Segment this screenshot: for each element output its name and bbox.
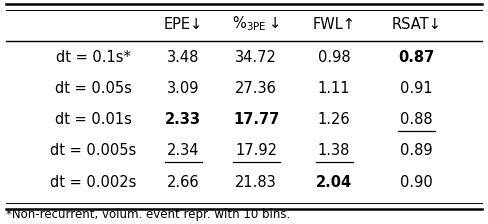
Text: 17.92: 17.92 (235, 143, 277, 158)
Text: $\%_{3\mathrm{PE}}{\downarrow}$: $\%_{3\mathrm{PE}}{\downarrow}$ (232, 15, 280, 33)
Text: 3.48: 3.48 (167, 50, 200, 65)
Text: dt = 0.01s: dt = 0.01s (55, 112, 132, 127)
Text: 1.38: 1.38 (318, 143, 350, 158)
Text: 3.09: 3.09 (167, 81, 200, 96)
Text: FWL↑: FWL↑ (312, 17, 356, 32)
Text: 2.34: 2.34 (167, 143, 200, 158)
Text: 0.98: 0.98 (318, 50, 350, 65)
Text: 0.89: 0.89 (401, 143, 433, 158)
Text: 2.66: 2.66 (167, 175, 200, 190)
Text: 21.83: 21.83 (235, 175, 277, 190)
Text: 17.77: 17.77 (233, 112, 279, 127)
Text: 27.36: 27.36 (235, 81, 277, 96)
Text: dt = 0.005s: dt = 0.005s (50, 143, 136, 158)
Text: RSAT↓: RSAT↓ (392, 17, 442, 32)
Text: 0.87: 0.87 (399, 50, 435, 65)
Text: 1.11: 1.11 (318, 81, 350, 96)
Text: 1.26: 1.26 (318, 112, 350, 127)
Text: *Non-recurrent, volum. event repr. with 10 bins.: *Non-recurrent, volum. event repr. with … (5, 208, 290, 221)
Text: 2.04: 2.04 (316, 175, 352, 190)
Text: dt = 0.002s: dt = 0.002s (50, 175, 136, 190)
Text: 0.88: 0.88 (401, 112, 433, 127)
Text: 0.91: 0.91 (401, 81, 433, 96)
Text: 2.33: 2.33 (165, 112, 201, 127)
Text: 34.72: 34.72 (235, 50, 277, 65)
Text: dt = 0.1s*: dt = 0.1s* (56, 50, 131, 65)
Text: 0.90: 0.90 (400, 175, 433, 190)
Text: dt = 0.05s: dt = 0.05s (55, 81, 132, 96)
Text: EPE↓: EPE↓ (163, 17, 203, 32)
